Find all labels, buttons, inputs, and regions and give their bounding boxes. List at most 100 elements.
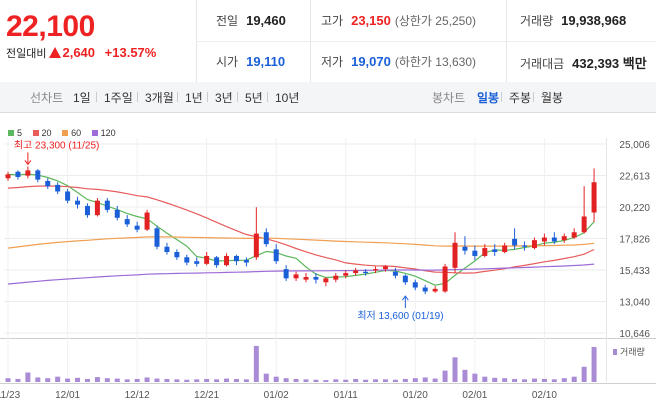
candle-body [522, 245, 528, 247]
volume-bar [462, 369, 468, 382]
volume-bar [283, 378, 289, 382]
tab-candle-chart[interactable]: 봉차트 [432, 91, 466, 105]
volume-bar [224, 378, 230, 382]
volume-bar [134, 378, 140, 382]
volume-bar [432, 378, 438, 382]
volume-bar [273, 376, 279, 382]
candle-body [144, 212, 150, 230]
volume-bar [124, 379, 130, 382]
volume-bar [571, 376, 577, 382]
volume-bar [174, 379, 180, 382]
candle-body [452, 242, 458, 268]
candle-body [492, 249, 498, 253]
volume-bar [144, 377, 150, 382]
volume-bar [502, 378, 508, 382]
volume-bar [412, 378, 418, 382]
volume-bar [382, 379, 388, 382]
candle-body [412, 282, 418, 288]
y-tick-label: 17,826 [619, 235, 650, 246]
volume-bar [343, 379, 349, 382]
tab-daily[interactable]: 일봉 [477, 91, 500, 105]
volume-bar [303, 379, 309, 382]
volume-bar [492, 377, 498, 382]
tab-1week[interactable]: 1주일 [104, 91, 133, 105]
candle-body [55, 184, 61, 192]
x-tick-label: 12/21 [194, 390, 219, 401]
volume-bar [482, 376, 488, 382]
candle-body [104, 200, 110, 210]
volume-bar [15, 378, 21, 382]
tab-3month[interactable]: 3개월 [145, 91, 174, 105]
volume-bar [154, 378, 160, 382]
volume-bar [392, 379, 398, 382]
tab-line-chart[interactable]: 선차트 [30, 91, 64, 105]
volume-bar [353, 378, 359, 382]
chart-period-tabs: 선차트 1일 1주일 3개월 1년 3년 5년 10년 봉차트 일봉 주봉 월봉 [0, 82, 656, 113]
tab-monthly[interactable]: 월봉 [541, 91, 564, 105]
candle-body [432, 288, 438, 292]
tab-3year[interactable]: 3년 [215, 91, 233, 105]
volume-bar [75, 377, 81, 382]
volume-bar [541, 378, 547, 382]
current-price: 22,100 [6, 10, 95, 43]
candle-body [224, 255, 230, 266]
candle-body [363, 271, 369, 274]
candle-body [502, 245, 508, 253]
legend-ma5: 5 [8, 128, 22, 138]
volume-bar [214, 379, 220, 382]
change-percent: +13.57% [104, 45, 157, 60]
x-tick-label: 02/10 [532, 390, 557, 401]
volume-bar [184, 379, 190, 382]
candle-body [353, 270, 359, 274]
volume-bar [55, 376, 61, 382]
candle-body [114, 209, 120, 218]
candle-body [462, 246, 468, 251]
candle-body [45, 180, 51, 187]
volume-bar [422, 377, 428, 382]
volume-bar [114, 378, 120, 382]
candle-body [84, 205, 90, 216]
volume-bar [35, 377, 41, 382]
tab-5year[interactable]: 5년 [245, 91, 263, 105]
volume-legend-swatch [613, 349, 617, 355]
volume-bar [522, 379, 528, 382]
tab-10year[interactable]: 10년 [275, 91, 300, 105]
legend-ma60: 60 [62, 128, 81, 138]
y-tick-label: 25,006 [619, 140, 650, 151]
change-label: 전일대비 [6, 48, 47, 60]
axis-line [606, 138, 607, 382]
volume-bar [561, 378, 567, 382]
price-summary: 22,100 전일대비 2,640 +13.57% [0, 0, 197, 82]
candle-body [134, 225, 140, 230]
candle-body [25, 170, 31, 176]
divider [196, 41, 656, 42]
tab-1day[interactable]: 1일 [73, 91, 91, 105]
change-value: 2,640 [62, 45, 96, 60]
price-change: 전일대비 2,640 +13.57% [6, 45, 156, 61]
volume-bar [104, 378, 110, 382]
legend-ma120: 120 [91, 128, 116, 138]
candle-body [373, 269, 379, 271]
up-triangle-icon [49, 47, 62, 58]
volume-bar [313, 379, 319, 382]
volume-bar [5, 378, 11, 382]
volume-bar [293, 378, 299, 382]
candle-body [15, 171, 21, 177]
y-tick-label: 20,220 [619, 203, 650, 214]
candle-body [194, 261, 200, 264]
candle-body [75, 200, 81, 205]
day-low: 저가 19,070 (하한가 13,630) [321, 54, 477, 69]
volume-bar [45, 378, 51, 382]
tab-weekly[interactable]: 주봉 [509, 91, 532, 105]
volume-bar [472, 373, 478, 382]
candle-body [591, 182, 597, 213]
tab-1year[interactable]: 1년 [185, 91, 203, 105]
candle-body [5, 174, 11, 179]
volume-bar [531, 378, 537, 382]
prev-close: 전일 19,460 [216, 13, 286, 28]
x-tick-label: 01/02 [264, 390, 289, 401]
candle-body [243, 259, 249, 263]
candle-body [472, 250, 478, 256]
candle-body [273, 249, 279, 262]
down-arrow-icon [24, 160, 32, 166]
